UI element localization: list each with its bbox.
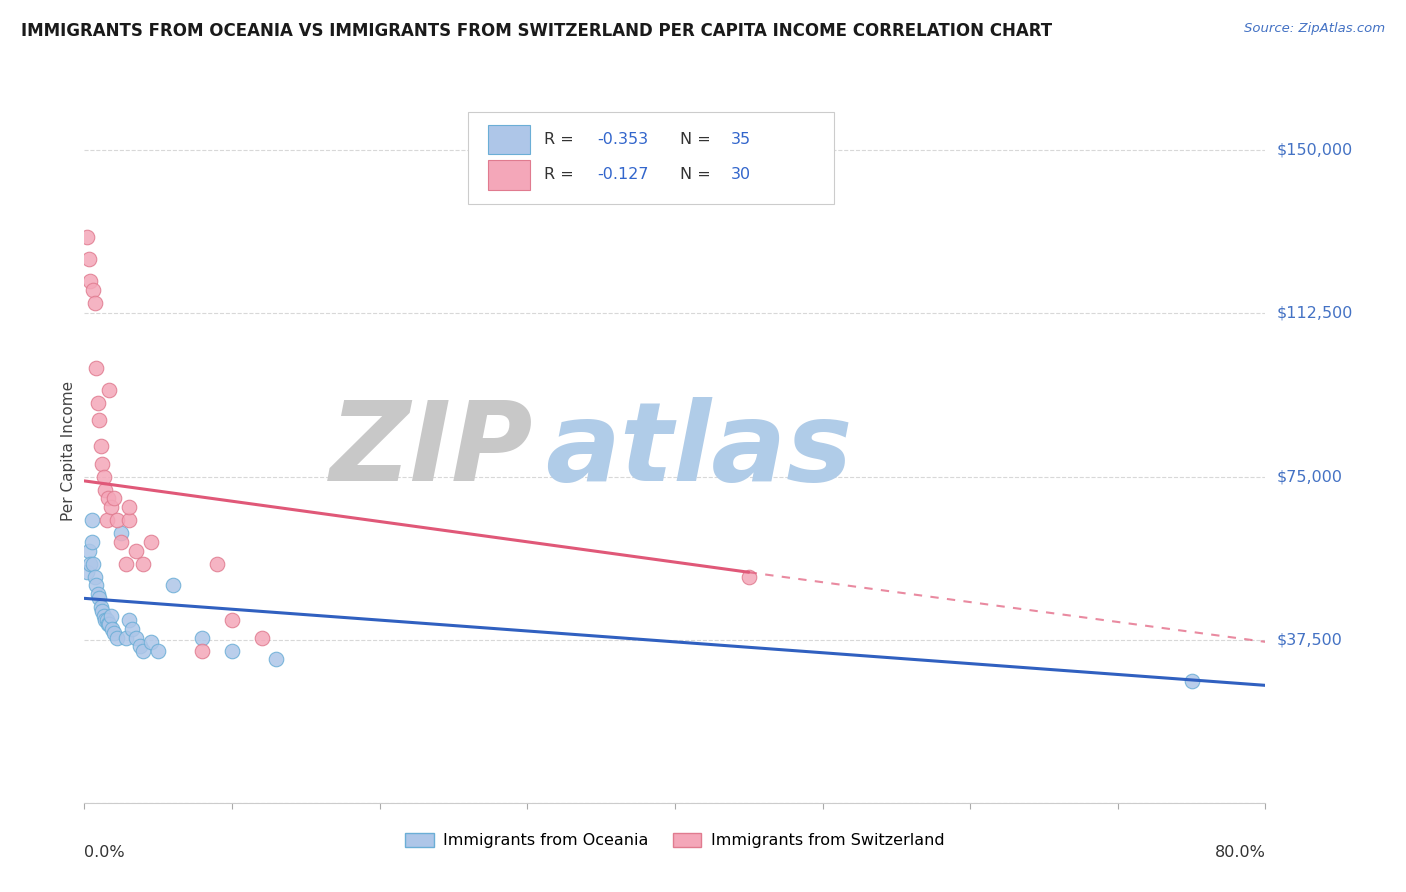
Point (191, 643, 214, 657)
Point (91, 604, 114, 618)
Text: R =: R = (544, 168, 579, 183)
Text: atlas: atlas (546, 397, 852, 504)
Text: N =: N = (679, 168, 716, 183)
Point (114, 631, 136, 645)
Point (79, 274, 101, 288)
FancyBboxPatch shape (488, 125, 530, 154)
Point (132, 643, 155, 657)
Point (76, 230, 98, 244)
Point (105, 631, 128, 645)
Point (83, 295, 105, 310)
Point (96, 513, 118, 527)
Point (98, 383, 121, 397)
Point (100, 500, 122, 514)
Point (125, 631, 148, 645)
Point (83, 569, 105, 583)
Point (105, 513, 128, 527)
Text: -0.353: -0.353 (598, 132, 648, 147)
Point (125, 543, 148, 558)
Point (139, 635, 162, 649)
Point (76, 566, 98, 580)
Text: N =: N = (679, 132, 716, 147)
Point (103, 491, 125, 506)
Point (738, 569, 761, 583)
Point (93, 469, 115, 483)
Text: R =: R = (544, 132, 579, 147)
Point (250, 631, 273, 645)
Point (118, 513, 141, 527)
Text: 35: 35 (730, 132, 751, 147)
Point (191, 631, 214, 645)
Point (86, 395, 108, 409)
Point (221, 643, 243, 657)
Point (1181, 673, 1204, 688)
Point (96, 613, 118, 627)
Point (77, 543, 100, 558)
FancyBboxPatch shape (488, 161, 530, 190)
Text: 80.0%: 80.0% (1215, 845, 1265, 860)
Point (129, 639, 152, 653)
Point (118, 500, 141, 514)
Point (77, 252, 100, 266)
Point (93, 608, 115, 623)
Point (132, 557, 155, 571)
Point (110, 526, 132, 541)
Text: Source: ZipAtlas.com: Source: ZipAtlas.com (1244, 22, 1385, 36)
Y-axis label: Per Capita Income: Per Capita Income (60, 380, 76, 521)
Point (91, 457, 114, 471)
Point (103, 626, 125, 640)
Point (84, 578, 107, 592)
Point (97, 491, 120, 506)
Point (207, 557, 229, 571)
Point (90, 439, 112, 453)
Text: ZIP: ZIP (329, 397, 533, 504)
Point (98, 617, 121, 632)
Point (118, 613, 141, 627)
Point (82, 557, 104, 571)
Text: $150,000: $150,000 (1277, 143, 1353, 158)
Point (80, 513, 103, 527)
Point (80, 534, 103, 549)
Text: IMMIGRANTS FROM OCEANIA VS IMMIGRANTS FROM SWITZERLAND PER CAPITA INCOME CORRELA: IMMIGRANTS FROM OCEANIA VS IMMIGRANTS FR… (21, 22, 1052, 40)
Text: $75,000: $75,000 (1277, 469, 1343, 484)
Point (87, 413, 111, 427)
Point (79, 557, 101, 571)
Point (121, 622, 143, 636)
Point (97, 617, 120, 632)
Point (90, 600, 112, 615)
Point (162, 578, 184, 592)
Point (110, 534, 132, 549)
Text: -0.127: -0.127 (598, 168, 648, 183)
Text: $112,500: $112,500 (1277, 306, 1353, 321)
Text: 0.0%: 0.0% (84, 845, 125, 860)
Point (87, 591, 111, 606)
Text: $37,500: $37,500 (1277, 632, 1343, 648)
Point (94, 613, 117, 627)
Point (100, 608, 122, 623)
Point (94, 483, 117, 497)
Point (114, 557, 136, 571)
Point (266, 652, 288, 666)
FancyBboxPatch shape (468, 112, 834, 204)
Text: 30: 30 (730, 168, 751, 183)
Point (84, 360, 107, 375)
Point (86, 587, 108, 601)
Point (82, 283, 104, 297)
Point (221, 613, 243, 627)
Point (148, 643, 170, 657)
Point (101, 622, 124, 636)
Legend: Immigrants from Oceania, Immigrants from Switzerland: Immigrants from Oceania, Immigrants from… (399, 826, 950, 855)
Point (139, 534, 162, 549)
